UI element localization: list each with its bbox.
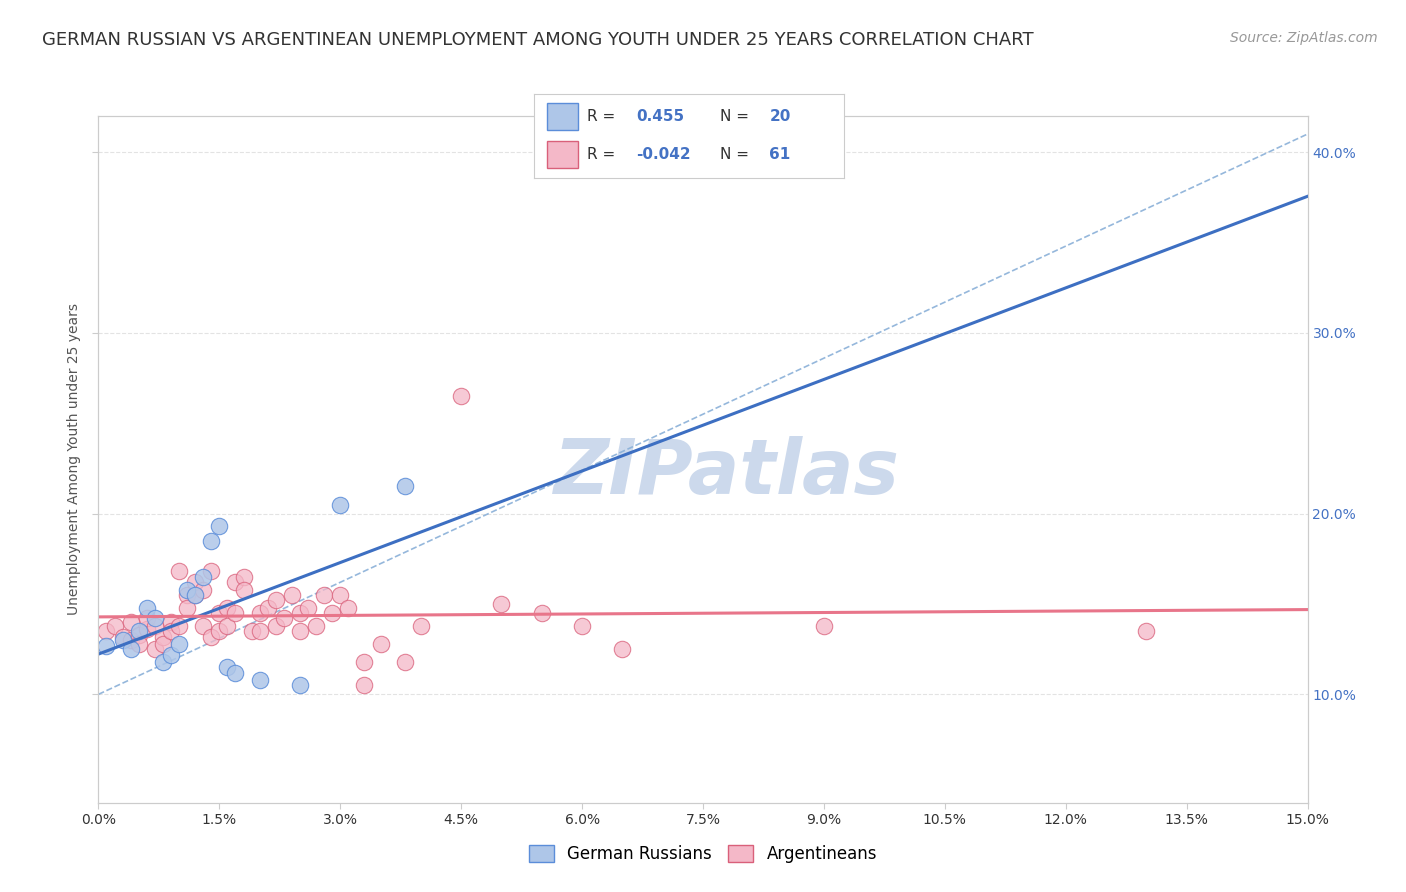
Point (143, 618, 166, 632)
Point (135, 611, 157, 625)
Point (200, 630, 222, 644)
Point (96, 624, 118, 639)
Point (394, 479, 416, 493)
Point (321, 606, 343, 620)
Point (120, 615, 142, 629)
Point (370, 637, 392, 651)
Point (208, 624, 231, 639)
Point (297, 600, 319, 615)
Point (249, 624, 271, 639)
Text: N =: N = (720, 147, 749, 162)
Point (240, 624, 263, 639)
Point (152, 655, 174, 669)
Text: Source: ZipAtlas.com: Source: ZipAtlas.com (1230, 31, 1378, 45)
Point (273, 611, 295, 625)
Point (167, 618, 190, 632)
Point (264, 618, 287, 632)
Point (135, 622, 157, 636)
Point (256, 600, 278, 615)
FancyBboxPatch shape (547, 103, 578, 130)
Point (288, 606, 311, 620)
Point (249, 673, 271, 687)
Point (281, 588, 304, 602)
Text: R =: R = (586, 147, 614, 162)
Point (193, 582, 215, 597)
Point (224, 606, 246, 620)
Point (120, 633, 142, 648)
Point (128, 637, 150, 651)
Point (329, 498, 352, 512)
Point (571, 618, 593, 632)
Text: 0.455: 0.455 (637, 109, 685, 124)
Point (143, 642, 166, 657)
Point (128, 624, 150, 639)
Point (103, 618, 125, 632)
Point (530, 606, 553, 620)
Point (288, 678, 311, 692)
Point (193, 618, 215, 632)
Point (353, 678, 375, 692)
Point (143, 611, 166, 625)
Point (200, 565, 222, 579)
Point (1135, 624, 1157, 639)
Text: -0.042: -0.042 (637, 147, 690, 162)
Point (208, 519, 231, 533)
Point (176, 582, 198, 597)
Point (264, 593, 287, 607)
Point (184, 575, 207, 590)
Point (217, 660, 239, 674)
Point (120, 642, 142, 657)
Point (329, 588, 352, 602)
Point (184, 588, 207, 602)
Point (111, 633, 134, 648)
Point (491, 597, 513, 611)
Text: ZIPatlas: ZIPatlas (554, 436, 900, 510)
Point (128, 628, 150, 642)
Point (184, 588, 207, 602)
Point (152, 630, 174, 644)
Text: R =: R = (586, 109, 614, 124)
Point (232, 570, 254, 584)
Point (249, 606, 271, 620)
Point (176, 600, 198, 615)
Point (96, 639, 118, 653)
Point (160, 624, 183, 639)
Point (394, 655, 416, 669)
Point (305, 618, 328, 632)
Text: 61: 61 (769, 147, 790, 162)
Text: 20: 20 (769, 109, 790, 124)
Point (409, 618, 432, 632)
Point (314, 588, 336, 602)
Point (160, 615, 183, 629)
Legend: German Russians, Argentineans: German Russians, Argentineans (522, 838, 884, 870)
Point (167, 565, 190, 579)
Text: N =: N = (720, 109, 749, 124)
FancyBboxPatch shape (547, 141, 578, 169)
Point (353, 655, 375, 669)
Point (337, 600, 360, 615)
Point (612, 642, 634, 657)
Point (813, 618, 835, 632)
Point (232, 582, 254, 597)
Point (217, 618, 239, 632)
Point (224, 665, 246, 680)
Point (193, 570, 215, 584)
Point (224, 575, 246, 590)
Point (135, 600, 157, 615)
Point (176, 588, 198, 602)
Point (160, 648, 183, 662)
Y-axis label: Unemployment Among Youth under 25 years: Unemployment Among Youth under 25 years (67, 303, 82, 615)
Point (152, 637, 174, 651)
Point (208, 606, 231, 620)
Point (288, 624, 311, 639)
Point (217, 600, 239, 615)
Point (450, 389, 472, 403)
Point (111, 630, 134, 644)
Text: GERMAN RUSSIAN VS ARGENTINEAN UNEMPLOYMENT AMONG YOUTH UNDER 25 YEARS CORRELATIO: GERMAN RUSSIAN VS ARGENTINEAN UNEMPLOYME… (42, 31, 1033, 49)
Point (200, 533, 222, 548)
Point (167, 637, 190, 651)
